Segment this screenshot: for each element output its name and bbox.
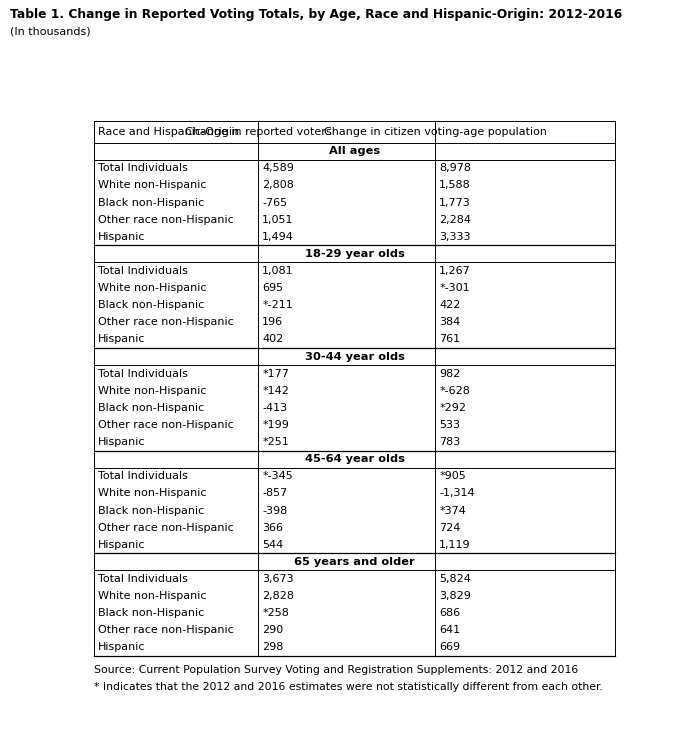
Text: 724: 724 bbox=[439, 523, 461, 532]
Text: *177: *177 bbox=[262, 369, 289, 379]
Text: 695: 695 bbox=[262, 283, 283, 293]
Text: 761: 761 bbox=[439, 335, 460, 345]
Text: 533: 533 bbox=[439, 420, 460, 430]
Text: 1,773: 1,773 bbox=[439, 198, 471, 207]
Text: 3,829: 3,829 bbox=[439, 591, 471, 601]
Text: (In thousands): (In thousands) bbox=[10, 26, 91, 36]
Text: Total Individuals: Total Individuals bbox=[98, 471, 188, 481]
Text: -1,314: -1,314 bbox=[439, 489, 475, 498]
Text: 366: 366 bbox=[262, 523, 283, 532]
Text: Black non-Hispanic: Black non-Hispanic bbox=[98, 608, 204, 618]
Text: Black non-Hispanic: Black non-Hispanic bbox=[98, 198, 204, 207]
Text: White non-Hispanic: White non-Hispanic bbox=[98, 386, 207, 396]
Text: 290: 290 bbox=[262, 625, 284, 636]
Text: 2,808: 2,808 bbox=[262, 180, 294, 191]
Text: Hispanic: Hispanic bbox=[98, 231, 145, 242]
Text: Hispanic: Hispanic bbox=[98, 437, 145, 447]
Text: 30-44 year olds: 30-44 year olds bbox=[304, 351, 405, 362]
Text: -413: -413 bbox=[262, 403, 287, 413]
Text: 65 years and older: 65 years and older bbox=[294, 557, 415, 567]
Text: 544: 544 bbox=[262, 540, 284, 550]
Text: White non-Hispanic: White non-Hispanic bbox=[98, 489, 207, 498]
Text: Hispanic: Hispanic bbox=[98, 642, 145, 652]
Text: Hispanic: Hispanic bbox=[98, 540, 145, 550]
Text: *905: *905 bbox=[439, 471, 466, 481]
Text: Hispanic: Hispanic bbox=[98, 335, 145, 345]
Text: All ages: All ages bbox=[329, 146, 380, 156]
Text: 298: 298 bbox=[262, 642, 284, 652]
Text: 1,051: 1,051 bbox=[262, 215, 293, 225]
Text: *142: *142 bbox=[262, 386, 289, 396]
Text: 422: 422 bbox=[439, 300, 461, 310]
Text: 2,284: 2,284 bbox=[439, 215, 471, 225]
Text: 2,828: 2,828 bbox=[262, 591, 294, 601]
Text: -765: -765 bbox=[262, 198, 287, 207]
Text: 1,494: 1,494 bbox=[262, 231, 294, 242]
Text: White non-Hispanic: White non-Hispanic bbox=[98, 180, 207, 191]
Text: 45-64 year olds: 45-64 year olds bbox=[304, 454, 405, 464]
Text: 5,824: 5,824 bbox=[439, 574, 471, 584]
Text: Change in reported voters: Change in reported voters bbox=[185, 127, 331, 137]
Text: Total Individuals: Total Individuals bbox=[98, 574, 188, 584]
Text: 402: 402 bbox=[262, 335, 284, 345]
Text: 982: 982 bbox=[439, 369, 461, 379]
Text: Total Individuals: Total Individuals bbox=[98, 369, 188, 379]
Text: 196: 196 bbox=[262, 317, 283, 327]
Text: *-211: *-211 bbox=[262, 300, 293, 310]
Text: 4,589: 4,589 bbox=[262, 164, 294, 173]
Text: Total Individuals: Total Individuals bbox=[98, 266, 188, 276]
Text: -398: -398 bbox=[262, 506, 287, 516]
Text: Table 1. Change in Reported Voting Totals, by Age, Race and Hispanic-Origin: 201: Table 1. Change in Reported Voting Total… bbox=[10, 8, 622, 21]
Text: 641: 641 bbox=[439, 625, 460, 636]
Text: Other race non-Hispanic: Other race non-Hispanic bbox=[98, 317, 234, 327]
Text: 8,978: 8,978 bbox=[439, 164, 471, 173]
Text: Source: Current Population Survey Voting and Registration Supplements: 2012 and : Source: Current Population Survey Voting… bbox=[94, 665, 579, 676]
Text: White non-Hispanic: White non-Hispanic bbox=[98, 591, 207, 601]
Text: *292: *292 bbox=[439, 403, 466, 413]
Text: 384: 384 bbox=[439, 317, 460, 327]
Text: White non-Hispanic: White non-Hispanic bbox=[98, 283, 207, 293]
Text: 669: 669 bbox=[439, 642, 460, 652]
Text: Black non-Hispanic: Black non-Hispanic bbox=[98, 300, 204, 310]
Text: *-345: *-345 bbox=[262, 471, 293, 481]
Text: Race and Hispanic-Origin: Race and Hispanic-Origin bbox=[98, 127, 239, 137]
Text: 3,673: 3,673 bbox=[262, 574, 294, 584]
Text: Total Individuals: Total Individuals bbox=[98, 164, 188, 173]
Text: *374: *374 bbox=[439, 506, 466, 516]
Text: *-628: *-628 bbox=[439, 386, 470, 396]
Text: 18-29 year olds: 18-29 year olds bbox=[304, 249, 405, 259]
Text: * Indicates that the 2012 and 2016 estimates were not statistically different fr: * Indicates that the 2012 and 2016 estim… bbox=[94, 682, 603, 692]
Text: *258: *258 bbox=[262, 608, 289, 618]
Text: Other race non-Hispanic: Other race non-Hispanic bbox=[98, 215, 234, 225]
Text: 783: 783 bbox=[439, 437, 460, 447]
Text: *-301: *-301 bbox=[439, 283, 470, 293]
Text: Other race non-Hispanic: Other race non-Hispanic bbox=[98, 625, 234, 636]
Text: -857: -857 bbox=[262, 489, 287, 498]
Text: 686: 686 bbox=[439, 608, 460, 618]
Text: *251: *251 bbox=[262, 437, 289, 447]
Text: Change in citizen voting-age population: Change in citizen voting-age population bbox=[324, 127, 547, 137]
Text: Other race non-Hispanic: Other race non-Hispanic bbox=[98, 523, 234, 532]
Text: *199: *199 bbox=[262, 420, 289, 430]
Text: Black non-Hispanic: Black non-Hispanic bbox=[98, 403, 204, 413]
Text: 1,119: 1,119 bbox=[439, 540, 471, 550]
Text: 1,588: 1,588 bbox=[439, 180, 471, 191]
Text: 3,333: 3,333 bbox=[439, 231, 471, 242]
Text: Other race non-Hispanic: Other race non-Hispanic bbox=[98, 420, 234, 430]
Text: 1,267: 1,267 bbox=[439, 266, 471, 276]
Text: Black non-Hispanic: Black non-Hispanic bbox=[98, 506, 204, 516]
Text: 1,081: 1,081 bbox=[262, 266, 294, 276]
